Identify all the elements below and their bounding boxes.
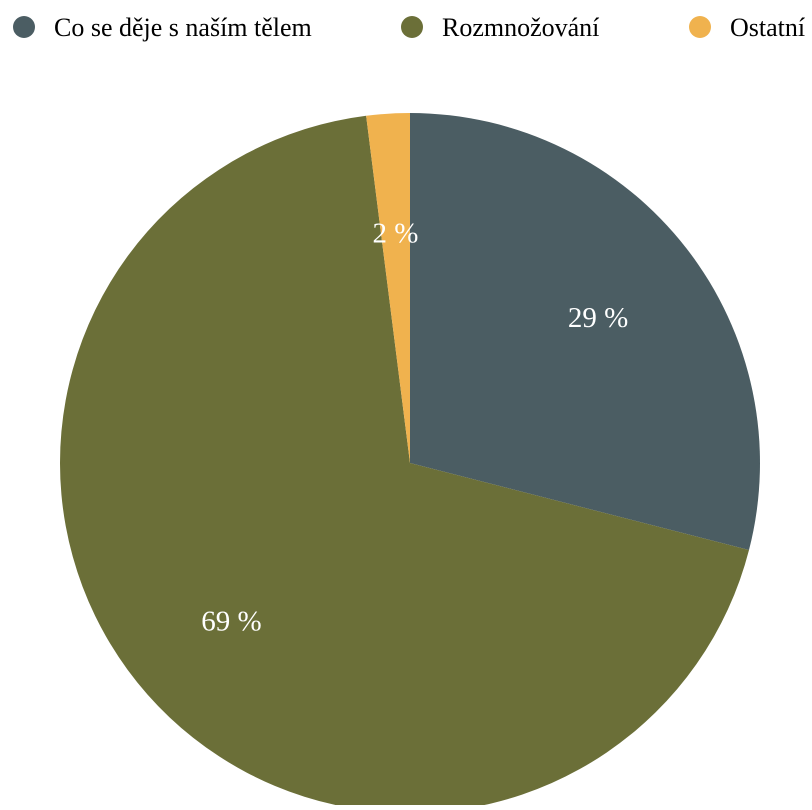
pie-slice-co-se-deje-s-nasim-telem[interactable] [410,113,760,551]
slice-label-ostatni: 2 % [373,217,419,249]
legend-label: Co se děje s naším tělem [54,13,312,42]
legend-marker [401,16,423,38]
slice-label-co-se-deje-s-nasim-telem: 29 % [568,302,628,334]
legend-marker [689,16,711,38]
pie-slice-rozmnozovani[interactable] [60,115,749,810]
legend: Co se děje s naším tělem Rozmnožování Osta… [13,13,805,42]
slice-labels: 29 % 69 % 2 % [201,217,628,637]
slice-label-rozmnozovani: 69 % [201,605,261,637]
pie-slices [60,113,760,810]
legend-item-co-se-deje-s-nasim-telem[interactable]: Co se děje s naším tělem [13,13,312,42]
legend-marker [13,16,35,38]
legend-item-rozmnozovani[interactable]: Rozmnožování [401,13,599,42]
pie-slice-ostatni[interactable] [366,113,410,463]
legend-item-ostatni[interactable]: Ostatní [689,13,805,42]
legend-label: Rozmnožování [442,13,599,42]
legend-label: Ostatní [730,13,805,42]
